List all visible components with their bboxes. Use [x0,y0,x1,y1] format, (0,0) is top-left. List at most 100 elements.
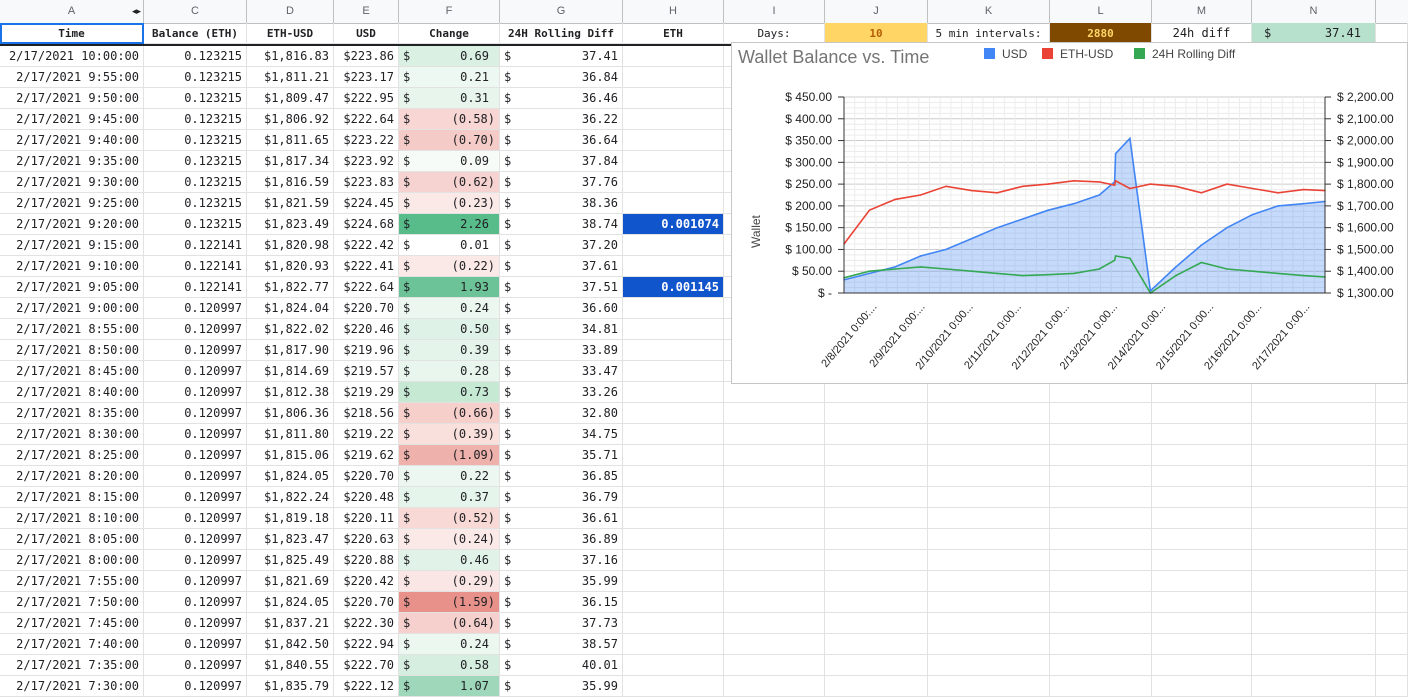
empty-cell[interactable] [928,508,1050,529]
empty-cell[interactable] [825,592,928,613]
empty-cell[interactable] [1050,424,1152,445]
change-cell[interactable]: $0.50 [399,319,500,340]
empty-cell[interactable] [1050,571,1152,592]
empty-cell[interactable] [1152,487,1252,508]
empty-cell[interactable] [724,571,825,592]
balance-cell[interactable]: 0.120997 [144,445,247,466]
eth-usd-cell[interactable]: $1,809.47 [247,88,334,109]
empty-cell[interactable] [1050,529,1152,550]
rolling-diff-cell[interactable]: $33.47 [500,361,623,382]
usd-cell[interactable]: $219.29 [334,382,399,403]
balance-cell[interactable]: 0.123215 [144,130,247,151]
empty-cell[interactable] [825,424,928,445]
usd-cell[interactable]: $220.46 [334,319,399,340]
empty-cell[interactable] [1152,613,1252,634]
usd-cell[interactable]: $220.48 [334,487,399,508]
empty-cell[interactable] [1252,424,1376,445]
usd-cell[interactable]: $220.42 [334,571,399,592]
change-cell[interactable]: $ (0.62) [399,172,500,193]
empty-cell[interactable] [1252,508,1376,529]
empty-cell[interactable] [1376,424,1408,445]
eth-usd-cell[interactable]: $1,817.34 [247,151,334,172]
change-cell[interactable]: $0.21 [399,67,500,88]
empty-cell[interactable] [928,424,1050,445]
rolling-diff-cell[interactable]: $36.61 [500,508,623,529]
empty-cell[interactable] [928,655,1050,676]
column-header-a[interactable]: A ◂▸ [0,0,144,23]
balance-cell[interactable]: 0.120997 [144,403,247,424]
balance-cell[interactable]: 0.120997 [144,424,247,445]
empty-cell[interactable] [1152,424,1252,445]
usd-cell[interactable]: $223.17 [334,67,399,88]
rolling-diff-cell[interactable]: $35.99 [500,571,623,592]
eth-cell[interactable] [623,382,724,403]
balance-cell[interactable]: 0.120997 [144,382,247,403]
usd-cell[interactable]: $219.22 [334,424,399,445]
empty-cell[interactable] [1376,403,1408,424]
empty-cell[interactable] [928,382,1050,403]
time-cell[interactable]: 2/17/2021 7:45:00 [0,613,144,634]
usd-cell[interactable]: $222.30 [334,613,399,634]
eth-usd-cell[interactable]: $1,806.36 [247,403,334,424]
rolling-diff-cell[interactable]: $38.57 [500,634,623,655]
time-cell[interactable]: 2/17/2021 9:20:00 [0,214,144,235]
eth-cell[interactable] [623,67,724,88]
rolling-diff-cell[interactable]: $37.76 [500,172,623,193]
empty-cell[interactable] [724,403,825,424]
eth-usd-cell[interactable]: $1,821.59 [247,193,334,214]
change-cell[interactable]: $0.24 [399,298,500,319]
change-cell[interactable]: $1.93 [399,277,500,298]
time-cell[interactable]: 2/17/2021 8:00:00 [0,550,144,571]
diff-label[interactable]: 24h diff [1152,23,1252,44]
usd-cell[interactable]: $222.94 [334,634,399,655]
eth-usd-cell[interactable]: $1,842.50 [247,634,334,655]
empty-cell[interactable] [1376,676,1408,697]
empty-cell[interactable] [928,571,1050,592]
eth-cell[interactable] [623,424,724,445]
balance-cell[interactable]: 0.123215 [144,67,247,88]
change-cell[interactable]: $ (1.59) [399,592,500,613]
balance-cell[interactable]: 0.122141 [144,235,247,256]
rolling-diff-cell[interactable]: $37.84 [500,151,623,172]
rolling-diff-cell[interactable]: $34.75 [500,424,623,445]
change-cell[interactable]: $0.69 [399,46,500,67]
usd-cell[interactable]: $220.11 [334,508,399,529]
balance-cell[interactable]: 0.123215 [144,88,247,109]
empty-cell[interactable] [1050,634,1152,655]
eth-usd-cell[interactable]: $1,837.21 [247,613,334,634]
empty-cell[interactable] [928,529,1050,550]
eth-usd-cell[interactable]: $1,820.93 [247,256,334,277]
time-cell[interactable]: 2/17/2021 9:00:00 [0,298,144,319]
usd-cell[interactable]: $223.92 [334,151,399,172]
empty-cell[interactable] [1152,592,1252,613]
time-cell[interactable]: 2/17/2021 8:25:00 [0,445,144,466]
usd-cell[interactable]: $223.22 [334,130,399,151]
change-cell[interactable]: $ (0.29) [399,571,500,592]
eth-cell[interactable] [623,340,724,361]
column-header-l[interactable]: L [1050,0,1152,23]
empty-cell[interactable] [1252,550,1376,571]
empty-cell[interactable] [724,529,825,550]
eth-usd-cell[interactable]: $1,816.83 [247,46,334,67]
eth-usd-cell[interactable]: $1,812.38 [247,382,334,403]
empty-cell[interactable] [825,634,928,655]
balance-cell[interactable]: 0.120997 [144,571,247,592]
eth-cell[interactable] [623,634,724,655]
rolling-diff-cell[interactable]: $37.41 [500,46,623,67]
column-header-j[interactable]: J [825,0,928,23]
balance-cell[interactable]: 0.120997 [144,298,247,319]
empty-cell[interactable] [825,550,928,571]
time-cell[interactable]: 2/17/2021 8:15:00 [0,487,144,508]
empty-cell[interactable] [825,529,928,550]
diff-value-cell[interactable]: $37.41 [1252,23,1376,44]
balance-cell[interactable]: 0.120997 [144,550,247,571]
balance-cell[interactable]: 0.120997 [144,634,247,655]
rolling-diff-cell[interactable]: $35.71 [500,445,623,466]
change-cell[interactable]: $0.28 [399,361,500,382]
empty-cell[interactable] [1152,508,1252,529]
eth-usd-cell[interactable]: $1,824.05 [247,466,334,487]
empty-cell[interactable] [724,382,825,403]
empty-cell[interactable] [825,382,928,403]
empty-cell[interactable] [724,424,825,445]
rolling-diff-cell[interactable]: $38.74 [500,214,623,235]
